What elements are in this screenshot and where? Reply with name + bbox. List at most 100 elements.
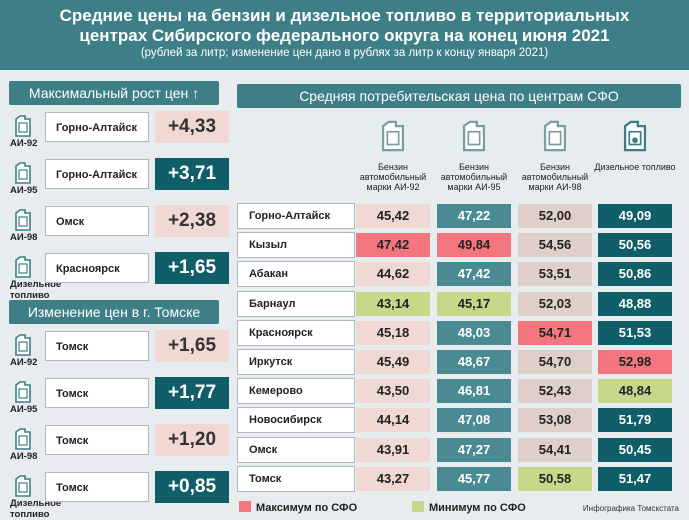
column-header: Бензин автомобильный марки АИ-95: [433, 116, 515, 192]
table-cell-price: 50,56: [598, 233, 672, 258]
table-cell-price: 50,86: [598, 262, 672, 287]
table-cell-price: 44,62: [356, 262, 430, 287]
fuel-canister-icon: [11, 333, 35, 357]
fuel-canister-icon: [376, 116, 410, 156]
city-label: Томск: [45, 472, 149, 502]
table-row-city: Томск: [237, 465, 355, 492]
table-row-city: Иркутск: [237, 349, 355, 375]
column-header-label: Бензин автомобильный марки АИ-92: [359, 162, 427, 192]
fuel-canister-icon: [457, 116, 491, 156]
table-cell-price: 47,27: [437, 437, 511, 462]
list-item: Дизельное топливо Красноярск +1,65: [9, 252, 229, 301]
table-cell-price: 49,84: [437, 233, 511, 258]
table-cell-price: 48,84: [598, 379, 672, 404]
legend-max-label: Максимум по СФО: [256, 502, 358, 514]
avg-price-title: Средняя потребительская цена по центрам …: [237, 84, 681, 108]
list-item: АИ-95 Горно-Алтайск +3,71: [9, 158, 229, 201]
table-cell-price: 48,88: [598, 291, 672, 316]
fuel-label: Дизельное топливо: [10, 279, 62, 301]
list-item: АИ-92 Горно-Алтайск +4,33: [9, 111, 229, 154]
table-row-city: Барнаул: [237, 290, 355, 317]
table-cell-price: 50,58: [518, 466, 592, 491]
diesel-canister-icon: [618, 116, 652, 156]
table-cell-price: 54,41: [518, 437, 592, 462]
column-header-label: Бензин автомобильный марки АИ-95: [440, 162, 508, 192]
legend-max-swatch: [239, 501, 251, 512]
table-cell-price: 45,49: [356, 350, 430, 374]
table-row-city: Новосибирск: [237, 407, 355, 434]
table-cell-price: 49,09: [598, 204, 672, 228]
table-cell-price: 47,42: [356, 233, 430, 258]
fuel-canister-icon: [11, 380, 35, 404]
fuel-canister-icon: [11, 474, 35, 498]
price-change-value: +1,20: [155, 424, 229, 456]
fuel-canister-icon: [11, 427, 35, 451]
table-cell-price: 53,51: [518, 262, 592, 287]
table-cell-price: 47,08: [437, 408, 511, 433]
table-cell-price: 53,08: [518, 408, 592, 433]
table-cell-price: 43,14: [356, 291, 430, 316]
legend-min-swatch: [412, 501, 424, 512]
table-cell-price: 46,81: [437, 379, 511, 404]
table-cell-price: 45,17: [437, 291, 511, 316]
fuel-canister-icon: [538, 116, 572, 156]
city-label: Горно-Алтайск: [45, 159, 149, 189]
price-change-value: +1,65: [155, 330, 229, 362]
column-header: Бензин автомобильный марки АИ-92: [352, 116, 434, 192]
table-cell-price: 43,27: [356, 466, 430, 491]
price-change-value: +2,38: [155, 205, 229, 237]
credit-text: Инфографика Томскстата: [582, 504, 679, 513]
tomsk-change-title: Изменение цен в г. Томске: [9, 300, 219, 324]
column-header: Бензин автомобильный марки АИ-98: [514, 116, 596, 192]
list-item: АИ-98 Томск +1,20: [9, 424, 229, 467]
fuel-label: Дизельное топливо: [10, 498, 62, 520]
table-cell-price: 48,67: [437, 350, 511, 374]
fuel-canister-icon: [11, 114, 35, 138]
fuel-label: АИ-95: [10, 404, 38, 415]
price-change-value: +1,77: [155, 377, 229, 409]
table-cell-price: 54,71: [518, 320, 592, 345]
table-cell-price: 45,42: [356, 204, 430, 228]
table-row-city: Омск: [237, 436, 355, 463]
legend-max: Максимум по СФО: [239, 501, 357, 515]
price-change-value: +3,71: [155, 158, 229, 190]
column-header-label: Бензин автомобильный марки АИ-98: [521, 162, 589, 192]
table-row-city: Абакан: [237, 261, 355, 288]
table-cell-price: 45,18: [356, 320, 430, 345]
table-cell-price: 54,70: [518, 350, 592, 374]
table-cell-price: 52,00: [518, 204, 592, 228]
city-label: Горно-Алтайск: [45, 112, 149, 142]
page-subtitle: (рублей за литр; изменение цен дано в ру…: [140, 47, 549, 59]
list-item: Дизельное топливо Томск +0,85: [9, 471, 229, 520]
fuel-canister-icon: [11, 255, 35, 279]
city-label: Томск: [45, 378, 149, 408]
table-cell-price: 48,03: [437, 320, 511, 345]
table-cell-price: 43,91: [356, 437, 430, 462]
price-change-value: +0,85: [155, 471, 229, 503]
table-cell-price: 50,45: [598, 437, 672, 462]
table-cell-price: 44,14: [356, 408, 430, 433]
column-header: Дизельное топливо: [594, 116, 676, 172]
table-row-city: Красноярск: [237, 319, 355, 346]
legend-min: Минимум по СФО: [412, 501, 526, 515]
max-growth-title: Максимальный рост цен ↑: [9, 81, 219, 105]
list-item: АИ-98 Омск +2,38: [9, 205, 229, 248]
table-cell-price: 43,50: [356, 379, 430, 404]
fuel-label: АИ-92: [10, 138, 38, 149]
price-change-value: +4,33: [155, 111, 229, 143]
fuel-label: АИ-92: [10, 357, 38, 368]
city-label: Томск: [45, 425, 149, 455]
city-label: Красноярск: [45, 253, 149, 283]
list-item: АИ-95 Томск +1,77: [9, 377, 229, 420]
city-label: Томск: [45, 331, 149, 361]
fuel-label: АИ-98: [10, 232, 38, 243]
column-header-label: Дизельное топливо: [594, 162, 676, 172]
table-cell-price: 52,98: [598, 350, 672, 374]
city-label: Омск: [45, 206, 149, 236]
list-item: АИ-92 Томск +1,65: [9, 330, 229, 373]
table-row-city: Кызыл: [237, 232, 355, 259]
fuel-canister-icon: [11, 161, 35, 185]
table-cell-price: 52,03: [518, 291, 592, 316]
fuel-canister-icon: [11, 208, 35, 232]
table-cell-price: 47,22: [437, 204, 511, 228]
